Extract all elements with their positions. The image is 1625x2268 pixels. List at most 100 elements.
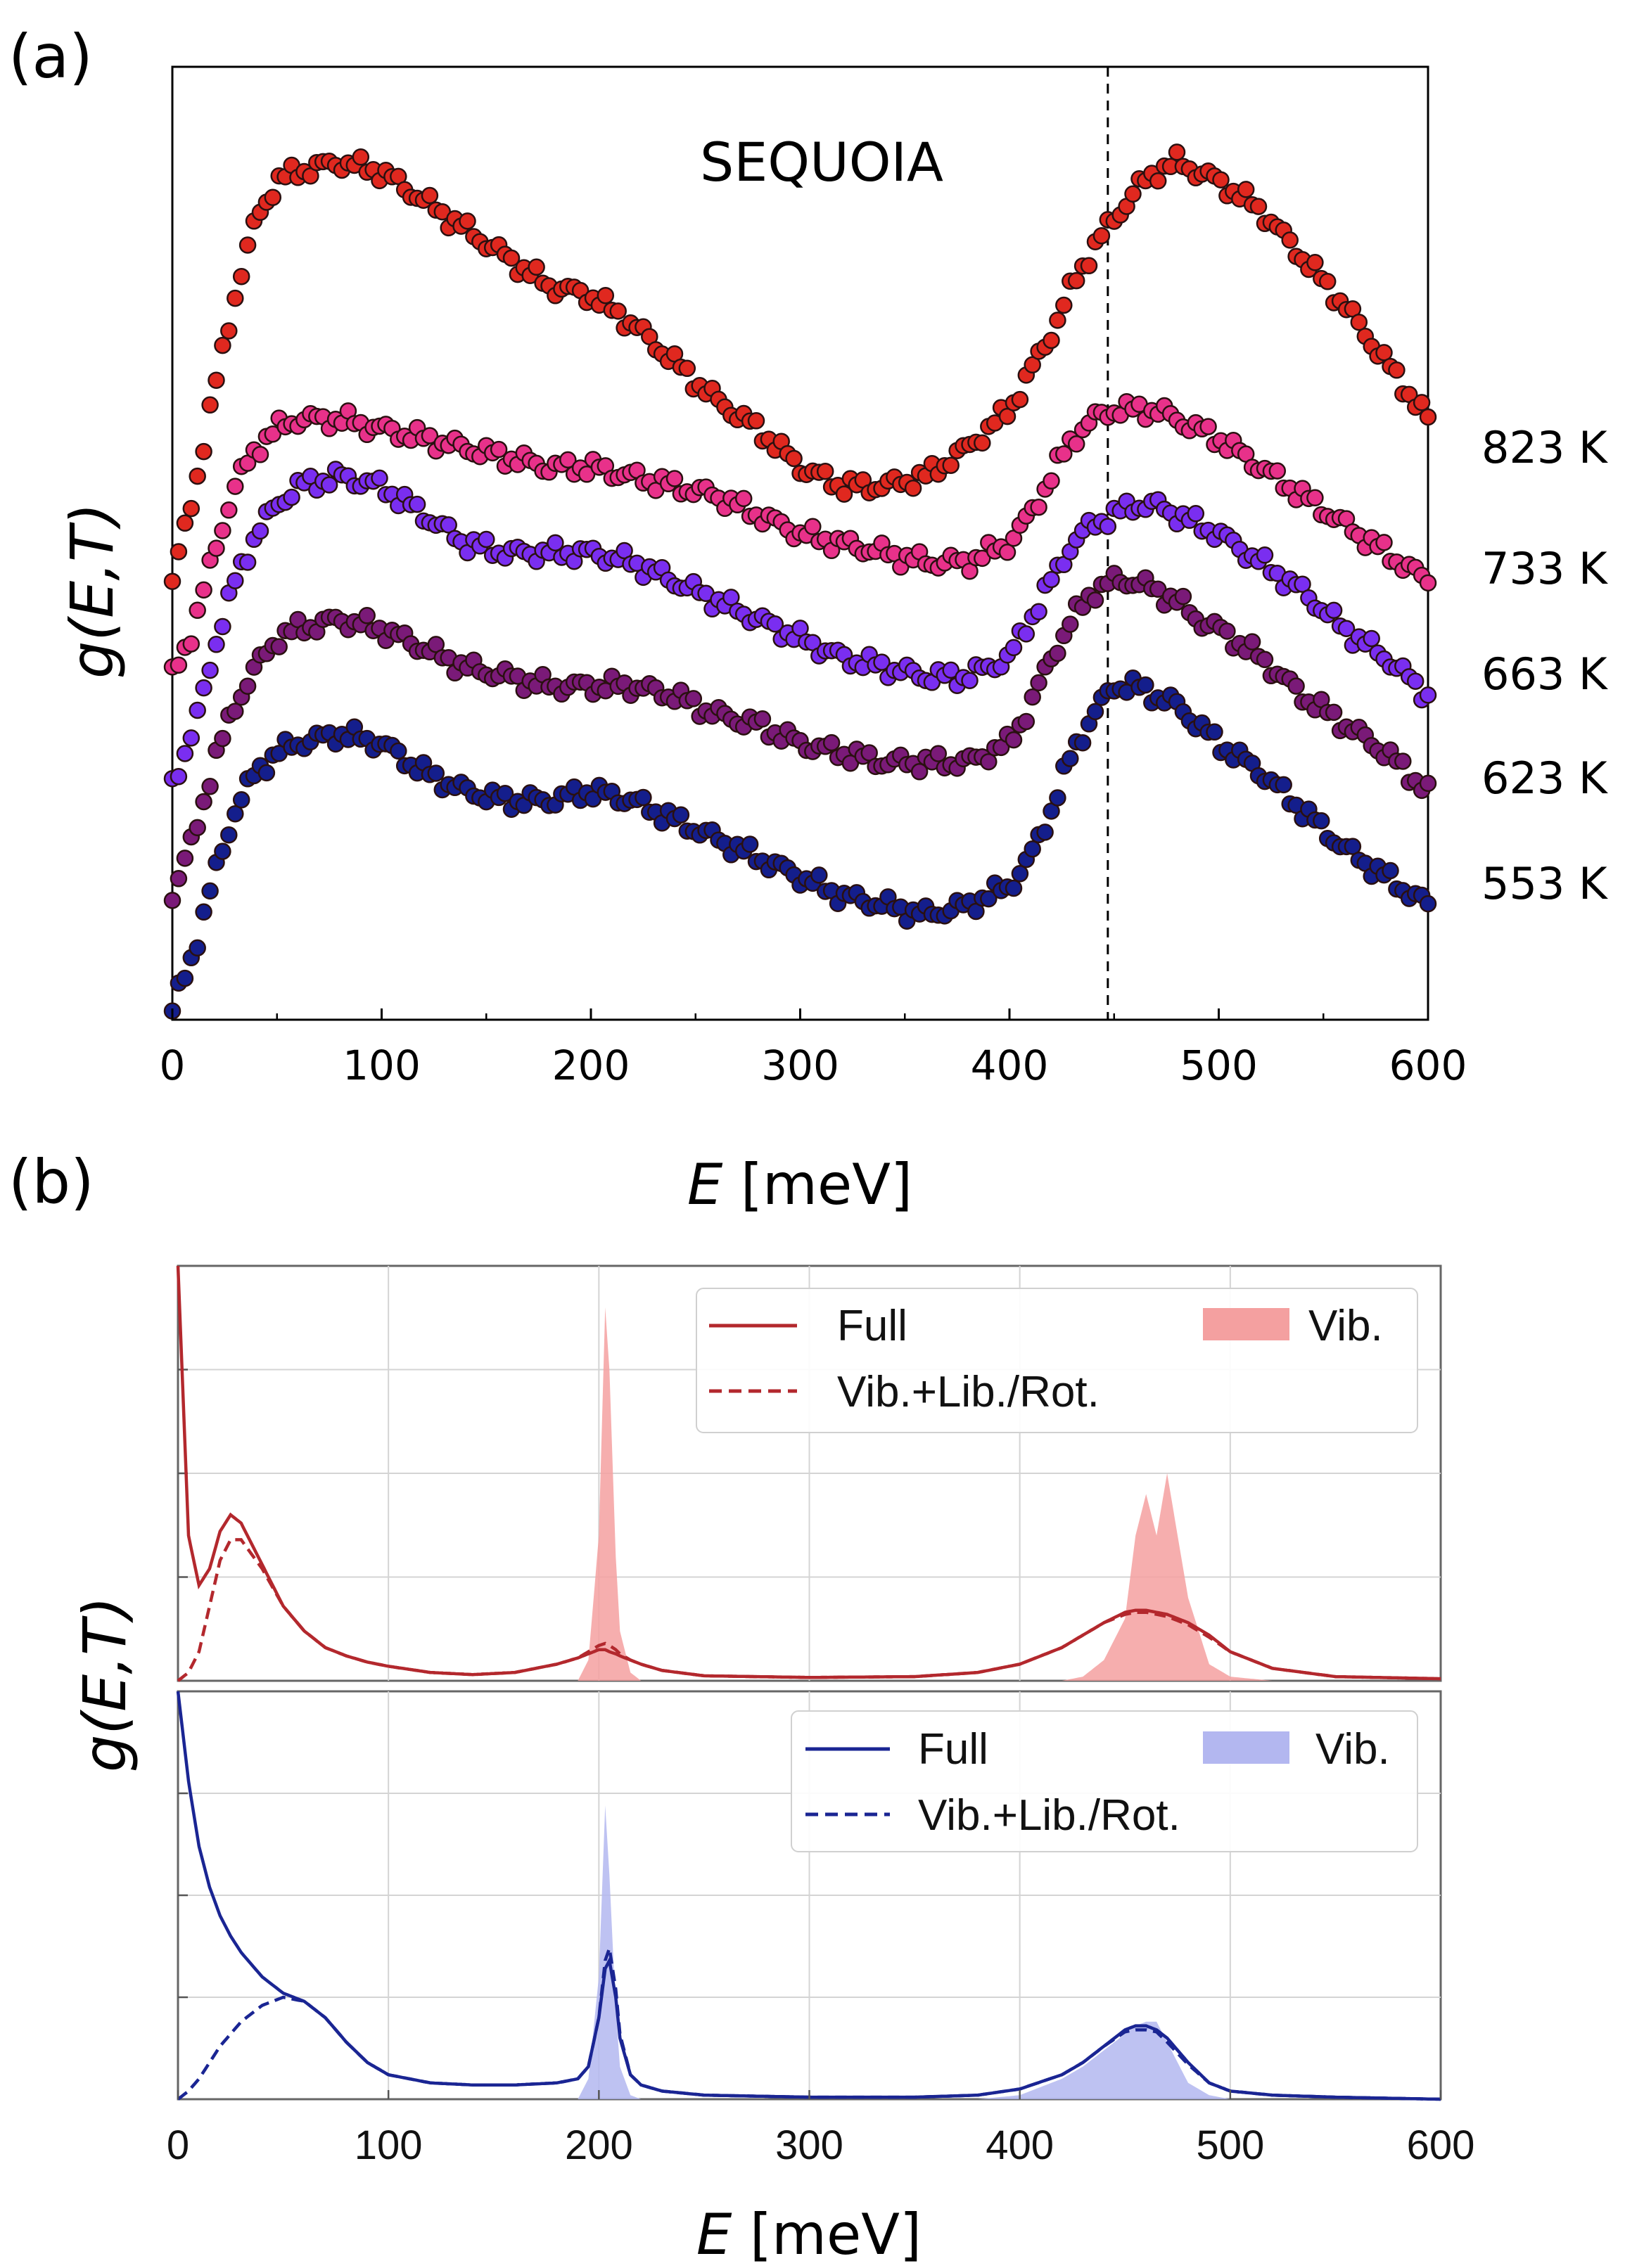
data-point	[961, 672, 979, 689]
data-point	[980, 752, 998, 771]
data-point	[1067, 271, 1085, 290]
data-point	[1086, 591, 1104, 609]
data-point	[1419, 774, 1437, 793]
data-point	[496, 784, 514, 802]
data-point	[873, 653, 891, 671]
data-point	[189, 601, 206, 620]
data-point	[734, 489, 753, 508]
data-point	[195, 793, 212, 811]
data-point	[170, 870, 188, 888]
data-point	[195, 442, 212, 461]
data-point	[264, 425, 282, 443]
panel-a: 0 100 200 300 400 500 600 SEQUOIA 823 K 733 K 66…	[58, 65, 1608, 1217]
data-point	[1073, 733, 1092, 752]
data-point	[176, 514, 194, 532]
data-point	[408, 495, 426, 513]
data-point	[1043, 331, 1060, 350]
data-point	[942, 456, 960, 474]
data-point	[176, 745, 194, 762]
data-point	[1174, 587, 1192, 606]
data-point	[1024, 688, 1041, 706]
data-point	[208, 636, 225, 653]
x-tick-label: 400	[971, 1042, 1049, 1089]
data-point	[1350, 313, 1368, 331]
data-point	[753, 710, 772, 728]
data-point	[220, 322, 238, 340]
data-point	[371, 469, 388, 487]
data-point	[1294, 575, 1311, 593]
data-point	[251, 522, 269, 540]
data-point	[1206, 723, 1223, 741]
data-point	[170, 656, 188, 674]
chart-title: SEQUOIA	[700, 131, 943, 193]
legend-viblib-label-bottom: Vib.+Lib./Rot.	[918, 1791, 1180, 1840]
data-point	[1382, 861, 1399, 880]
series-label: 663 K	[1481, 648, 1608, 700]
panel-a-ylabel: g(E,T)	[58, 503, 127, 679]
data-point	[195, 581, 212, 599]
data-point	[597, 286, 615, 305]
legend-full-label: Full	[837, 1302, 907, 1350]
x-tick-label: 600	[1407, 2122, 1475, 2168]
panel-b: Full Vib. Vib.+Lib./Rot. Full Vib. Vib.+…	[70, 1264, 1475, 2267]
data-point	[1055, 445, 1073, 463]
data-point	[238, 236, 257, 254]
legend-vib-swatch-bottom	[1203, 1731, 1289, 1764]
data-point	[201, 778, 219, 795]
data-point	[1149, 172, 1167, 190]
data-point	[1099, 518, 1117, 535]
data-point	[1325, 601, 1343, 620]
data-point	[227, 703, 244, 720]
data-point	[1212, 171, 1230, 188]
data-point	[1363, 629, 1380, 648]
data-point	[270, 638, 288, 655]
data-point	[1067, 435, 1085, 453]
data-point	[810, 866, 828, 884]
data-point	[1281, 231, 1299, 249]
data-point	[208, 371, 225, 389]
data-point	[528, 258, 545, 276]
data-point	[1080, 257, 1098, 275]
data-point	[1187, 505, 1205, 523]
data-point	[283, 488, 300, 506]
data-point	[1306, 489, 1324, 507]
data-point	[1256, 546, 1274, 564]
data-point	[238, 553, 257, 571]
data-point	[722, 589, 740, 606]
data-point	[791, 620, 809, 637]
series-label: 623 K	[1481, 752, 1608, 804]
data-point	[684, 690, 703, 707]
panel-a-xticks: 0 100 200 300 400 500 600	[160, 1008, 1467, 1089]
data-point	[1243, 633, 1261, 651]
data-point	[208, 539, 225, 557]
data-point	[804, 518, 822, 536]
data-point	[1168, 143, 1186, 161]
data-point	[214, 729, 231, 748]
data-point	[904, 479, 922, 497]
legend-vib-label-bottom: Vib.	[1315, 1725, 1390, 1774]
series-vib-lib-rot-line	[177, 1538, 1441, 1682]
data-point	[227, 805, 244, 823]
data-point	[1055, 296, 1073, 314]
legend-viblib-label: Vib.+Lib./Rot.	[837, 1368, 1100, 1416]
data-point	[502, 249, 521, 267]
data-point	[1275, 776, 1292, 794]
data-point	[189, 939, 206, 957]
data-point	[1030, 498, 1047, 516]
panel-a-xlabel-unit: [meV]	[722, 1152, 912, 1217]
data-point	[182, 499, 200, 518]
data-point	[1344, 838, 1362, 855]
data-point	[1137, 676, 1154, 694]
data-point	[1249, 198, 1268, 215]
data-point	[1375, 534, 1393, 551]
panel-a-label: (a)	[8, 22, 93, 92]
data-point	[195, 679, 212, 697]
data-point	[1043, 472, 1060, 490]
x-tick-label: 500	[1180, 1042, 1258, 1089]
panel-b-bottom-legend: Full Vib. Vib.+Lib./Rot.	[791, 1710, 1418, 1852]
panel-b-xticks: 0 100 200 300 400 500 600	[167, 2090, 1475, 2168]
data-point	[835, 485, 853, 503]
data-point	[264, 188, 282, 206]
panel-b-label: (b)	[8, 1147, 94, 1217]
